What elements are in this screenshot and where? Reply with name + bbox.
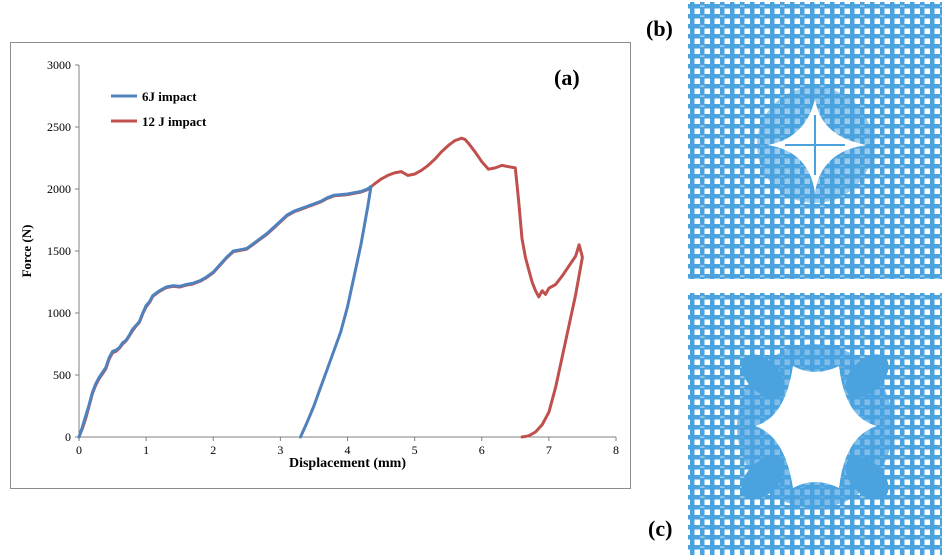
- x-tick-label: 2: [210, 443, 216, 457]
- x-tick-label: 8: [613, 443, 619, 457]
- y-axis-label: Force (N): [19, 225, 34, 278]
- y-tick-label: 3000: [47, 58, 71, 72]
- chart-frame: 0 500 1000 1500 2000 2500 3000 0 1 2 3 4 5 6 7 8 Displac…: [10, 42, 631, 489]
- panel-label-a: (a): [554, 65, 580, 90]
- y-tick-label: 0: [65, 430, 71, 444]
- woven-mesh-svg: [688, 2, 942, 279]
- fibre-cluster: [845, 354, 889, 398]
- x-axis-label: Displacement (mm): [289, 456, 406, 471]
- x-tick-label: 5: [412, 443, 418, 457]
- y-tick-label: 2500: [47, 120, 71, 134]
- fibre-cluster: [741, 354, 785, 398]
- panel-label-c: (c): [648, 516, 673, 541]
- fibre-cluster: [845, 456, 889, 500]
- woven-mesh-svg: [688, 293, 942, 555]
- x-tick-label: 4: [345, 443, 351, 457]
- fibre-cluster: [741, 456, 785, 500]
- perforation-hole: [755, 366, 877, 488]
- x-tick-label: 0: [76, 443, 82, 457]
- x-tick-label: 6: [479, 443, 485, 457]
- force-displacement-chart: 0 500 1000 1500 2000 2500 3000 0 1 2 3 4 5 6 7 8 Displac…: [19, 58, 619, 471]
- legend-label-12j: 12 J impact: [142, 114, 207, 129]
- x-tick-label: 3: [277, 443, 283, 457]
- y-tick-label: 1500: [47, 244, 71, 258]
- vertical-yarns: [690, 2, 942, 279]
- y-tick-label: 1000: [47, 306, 71, 320]
- panel-label-b: (b): [646, 16, 673, 41]
- series-line-12j: [77, 136, 584, 439]
- crack-lines: [785, 115, 845, 175]
- legend-label-6j: 6J impact: [142, 89, 197, 104]
- x-tick-label: 7: [546, 443, 552, 457]
- y-tick-label: 2000: [47, 182, 71, 196]
- mesh-image-b: [688, 2, 942, 279]
- y-tick-label: 500: [53, 368, 71, 382]
- series-line-6j: [77, 185, 373, 439]
- mesh-image-c: [688, 293, 942, 555]
- x-tick-label: 1: [143, 443, 149, 457]
